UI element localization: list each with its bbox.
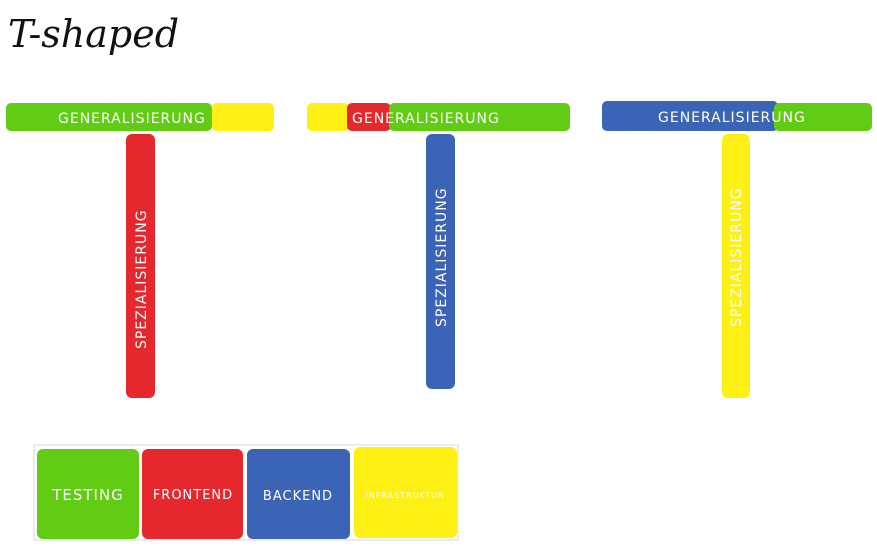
t-shape-1-specialization-label: SPEZIALISIERUNG	[134, 209, 150, 349]
t-shape-3-generalization-label: GENERALISIERUNG	[658, 110, 806, 126]
diagram-title: T-shaped	[8, 12, 179, 56]
t-shape-3-specialization-bar	[722, 134, 750, 398]
legend-label-testing: TESTING	[51, 486, 124, 504]
legend-frame	[33, 444, 459, 541]
legend-label-frontend: FRONTEND	[153, 488, 233, 503]
t-shape-1-generalization-label: GENERALISIERUNG	[58, 111, 206, 127]
t-shape-2: GENERALISIERUNG SPEZIALISIERUNG	[307, 103, 570, 389]
legend-swatch-frontend	[142, 449, 243, 539]
t-shape-1-generalization-bar-yellow	[212, 103, 274, 131]
t-shape-3-generalization-bar-blue	[602, 101, 778, 131]
t-shape-1: GENERALISIERUNG SPEZIALISIERUNG	[6, 103, 274, 398]
legend-swatch-testing	[37, 449, 139, 539]
legend-swatch-infrastruktur	[354, 447, 457, 538]
t-shape-2-generalization-label: GENERALISIERUNG	[352, 111, 500, 127]
t-shape-2-specialization-label: SPEZIALISIERUNG	[434, 187, 450, 327]
t-shape-2-generalization-bar-red	[347, 103, 391, 131]
t-shape-3: GENERALISIERUNG SPEZIALISIERUNG	[602, 101, 872, 398]
t-shape-1-specialization-bar	[126, 134, 155, 398]
legend: TESTING FRONTEND BACKEND INFRASTRUKTUR	[33, 444, 459, 541]
t-shape-3-specialization-label: SPEZIALISIERUNG	[729, 187, 745, 327]
legend-label-backend: BACKEND	[263, 489, 333, 504]
t-shape-3-generalization-bar-green	[774, 103, 872, 131]
t-shape-2-generalization-bar-yellow	[307, 103, 349, 131]
t-shape-2-specialization-bar	[426, 134, 455, 389]
t-shape-2-generalization-bar-green	[389, 103, 570, 131]
legend-label-infrastruktur: INFRASTRUKTUR	[366, 491, 445, 500]
t-shape-1-generalization-bar-green	[6, 103, 212, 131]
legend-swatch-backend	[247, 449, 350, 539]
